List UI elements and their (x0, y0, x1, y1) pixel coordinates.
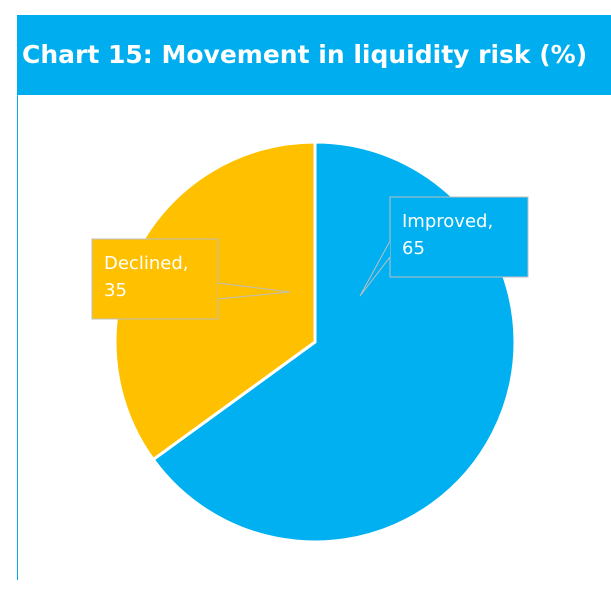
data-label: Improved, 65 (402, 211, 493, 259)
data-labels: Improved, 65 Declined, 35 (91, 196, 529, 320)
header-band (17, 15, 611, 95)
callout-box (91, 238, 219, 320)
category-name: Declined (104, 253, 183, 274)
value-text: 65 (402, 238, 425, 259)
label-separator: , (487, 211, 493, 232)
label-separator: , (183, 253, 189, 274)
data-label: Declined, 35 (104, 253, 188, 301)
callout-box (389, 196, 529, 278)
chart-title: Chart 15: Movement in liquidity risk (%) (22, 40, 587, 69)
value-text: 35 (104, 280, 127, 301)
category-name: Improved (402, 211, 487, 232)
callout-pointer (359, 240, 391, 297)
callout-pointer (217, 282, 291, 300)
